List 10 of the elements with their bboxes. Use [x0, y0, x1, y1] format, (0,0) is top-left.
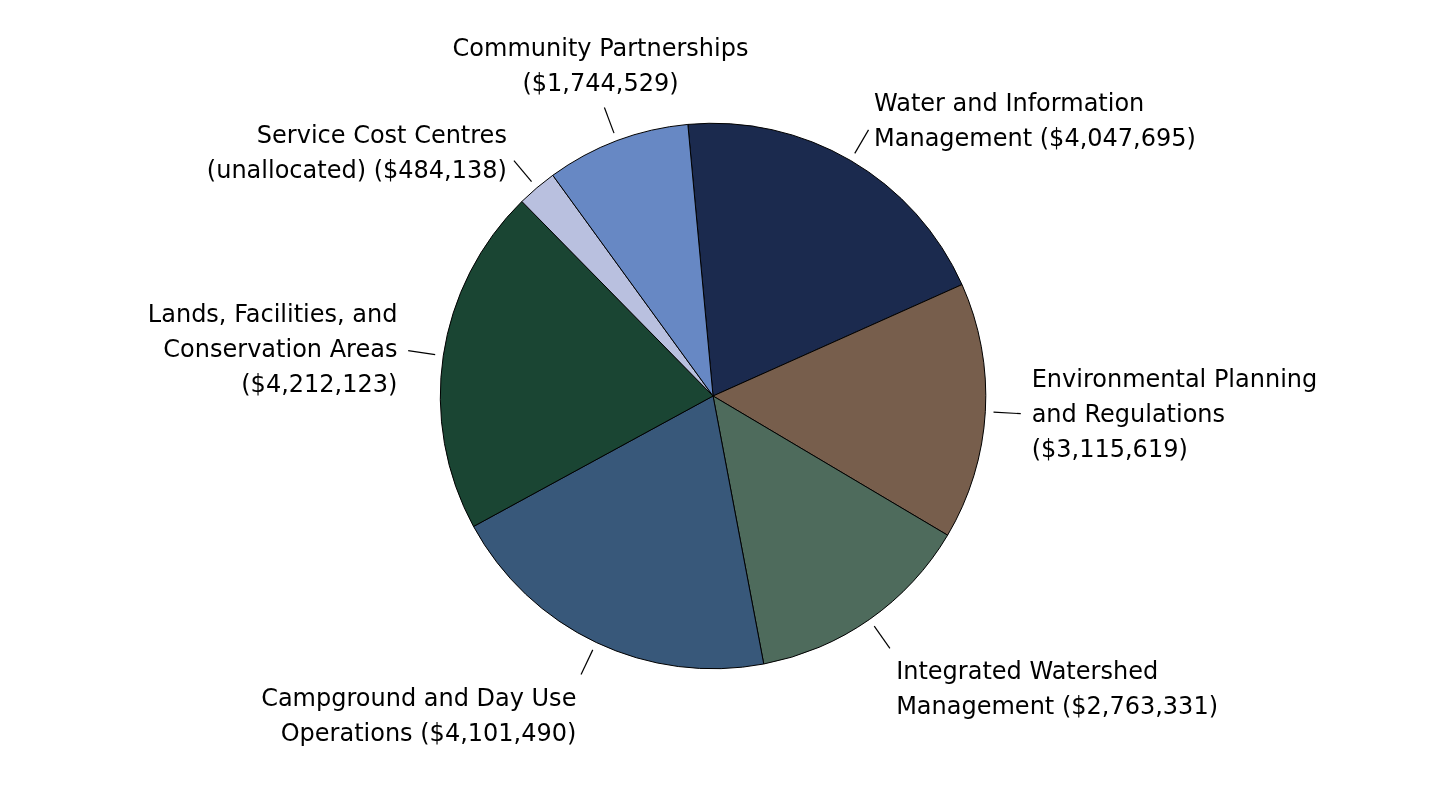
data-label: ($3,115,619) — [1031, 435, 1188, 464]
data-label: ($1,744,529) — [522, 69, 679, 98]
slice-label: Environmental Planning and Regulations — [1031, 365, 1318, 429]
slice-label: Campground and Day Use Operations ($4,101,490) — [261, 684, 577, 748]
slice-label: Service Cost Centres (unallocated) ($484,138) — [206, 120, 507, 184]
data-label: ($4,212,123) — [241, 370, 398, 399]
slice-label: Lands, Facilities, and Conservation Areas — [147, 300, 398, 364]
slice-label: Integrated Watershed Management ($2,763,331) — [896, 657, 1219, 721]
slice-label: Water and Information Management ($4,047,695) — [874, 88, 1196, 152]
slice-label: Community Partnerships — [452, 34, 749, 63]
